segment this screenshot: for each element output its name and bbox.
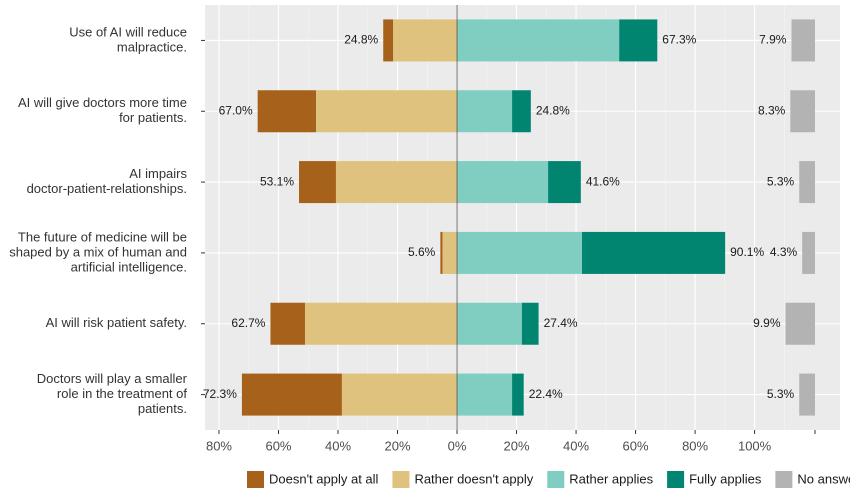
plot-background bbox=[205, 5, 840, 430]
bar-segment bbox=[457, 90, 513, 133]
category-label: artificial intelligence. bbox=[71, 259, 187, 274]
legend-label: No answer bbox=[797, 471, 850, 486]
no-answer-bar bbox=[799, 373, 815, 416]
no-answer-label: 5.3% bbox=[767, 387, 795, 401]
bar-segment bbox=[457, 373, 513, 416]
category-label: AI will give doctors more time bbox=[18, 95, 187, 110]
x-tick-label: 0% bbox=[448, 438, 467, 453]
legend-swatch bbox=[775, 471, 793, 488]
no-answer-label: 4.3% bbox=[770, 245, 798, 259]
category-label: Use of AI will reduce bbox=[69, 24, 187, 39]
legend-swatch bbox=[392, 471, 410, 488]
no-answer-label: 8.3% bbox=[758, 103, 786, 117]
positive-total-label: 22.4% bbox=[529, 387, 563, 401]
x-tick-label: 20% bbox=[504, 438, 530, 453]
no-answer-label: 7.9% bbox=[759, 33, 787, 47]
bar-segment bbox=[512, 373, 524, 416]
bar-segment bbox=[521, 302, 539, 345]
bar-segment bbox=[457, 19, 620, 62]
positive-total-label: 27.4% bbox=[544, 316, 578, 330]
x-tick-label: 40% bbox=[563, 438, 589, 453]
bar-segment bbox=[270, 302, 305, 345]
legend-swatch bbox=[547, 471, 565, 488]
no-answer-bar bbox=[791, 19, 815, 62]
bar-segment bbox=[457, 161, 549, 204]
x-tick-label: 100% bbox=[738, 438, 772, 453]
bar-segment bbox=[241, 373, 342, 416]
x-tick-label: 80% bbox=[682, 438, 708, 453]
legend-swatch bbox=[667, 471, 685, 488]
bar-segment bbox=[383, 19, 394, 62]
bar-segment bbox=[315, 90, 458, 133]
category-label: patients. bbox=[138, 401, 187, 416]
negative-total-label: 72.3% bbox=[203, 387, 237, 401]
bar-segment bbox=[619, 19, 658, 62]
category-label: AI impairs bbox=[129, 166, 187, 181]
no-answer-bar bbox=[790, 90, 815, 133]
bar-segment bbox=[457, 302, 522, 345]
bar-segment bbox=[440, 231, 443, 274]
category-label: for patients. bbox=[119, 110, 187, 125]
x-tick-label: 20% bbox=[385, 438, 411, 453]
category-label: AI will risk patient safety. bbox=[46, 315, 187, 330]
no-answer-label: 5.3% bbox=[767, 174, 795, 188]
category-label: Doctors will play a smaller bbox=[37, 371, 188, 386]
category-label: The future of medicine will be bbox=[18, 229, 187, 244]
positive-total-label: 90.1% bbox=[730, 245, 764, 259]
bar-segment bbox=[257, 90, 316, 133]
legend-label: Rather applies bbox=[569, 471, 653, 486]
category-label: shaped by a mix of human and bbox=[9, 244, 187, 259]
bar-segment bbox=[442, 231, 458, 274]
x-tick-label: 40% bbox=[325, 438, 351, 453]
legend-label: Rather doesn't apply bbox=[414, 471, 533, 486]
positive-total-label: 67.3% bbox=[662, 33, 696, 47]
bar-segment bbox=[393, 19, 458, 62]
bar-segment bbox=[304, 302, 458, 345]
bar-segment bbox=[299, 161, 336, 204]
no-answer-bar bbox=[785, 302, 815, 345]
negative-total-label: 53.1% bbox=[260, 174, 294, 188]
bar-segment bbox=[457, 231, 583, 274]
negative-total-label: 67.0% bbox=[219, 103, 253, 117]
no-answer-label: 9.9% bbox=[753, 316, 781, 330]
category-label: doctor-patient-relationships. bbox=[27, 181, 187, 196]
no-answer-bar bbox=[802, 231, 815, 274]
bar-segment bbox=[548, 161, 581, 204]
category-label: role in the treatment of bbox=[57, 386, 187, 401]
legend: Doesn't apply at all Rather doesn't apply… bbox=[247, 471, 850, 488]
bar-segment bbox=[341, 373, 458, 416]
x-tick-label: 60% bbox=[265, 438, 291, 453]
negative-total-label: 5.6% bbox=[408, 245, 436, 259]
bar-segment bbox=[582, 231, 726, 274]
negative-total-label: 62.7% bbox=[231, 316, 265, 330]
legend-label: Doesn't apply at all bbox=[269, 471, 379, 486]
positive-total-label: 24.8% bbox=[536, 103, 570, 117]
legend-label: Fully applies bbox=[689, 471, 762, 486]
x-tick-label: 60% bbox=[623, 438, 649, 453]
no-answer-bar bbox=[799, 161, 815, 204]
legend-swatch bbox=[247, 471, 264, 488]
positive-total-label: 41.6% bbox=[586, 174, 620, 188]
bar-segment bbox=[512, 90, 531, 133]
category-label: malpractice. bbox=[117, 39, 187, 54]
bar-segment bbox=[335, 161, 458, 204]
negative-total-label: 24.8% bbox=[344, 33, 378, 47]
x-tick-label: 80% bbox=[206, 438, 232, 453]
